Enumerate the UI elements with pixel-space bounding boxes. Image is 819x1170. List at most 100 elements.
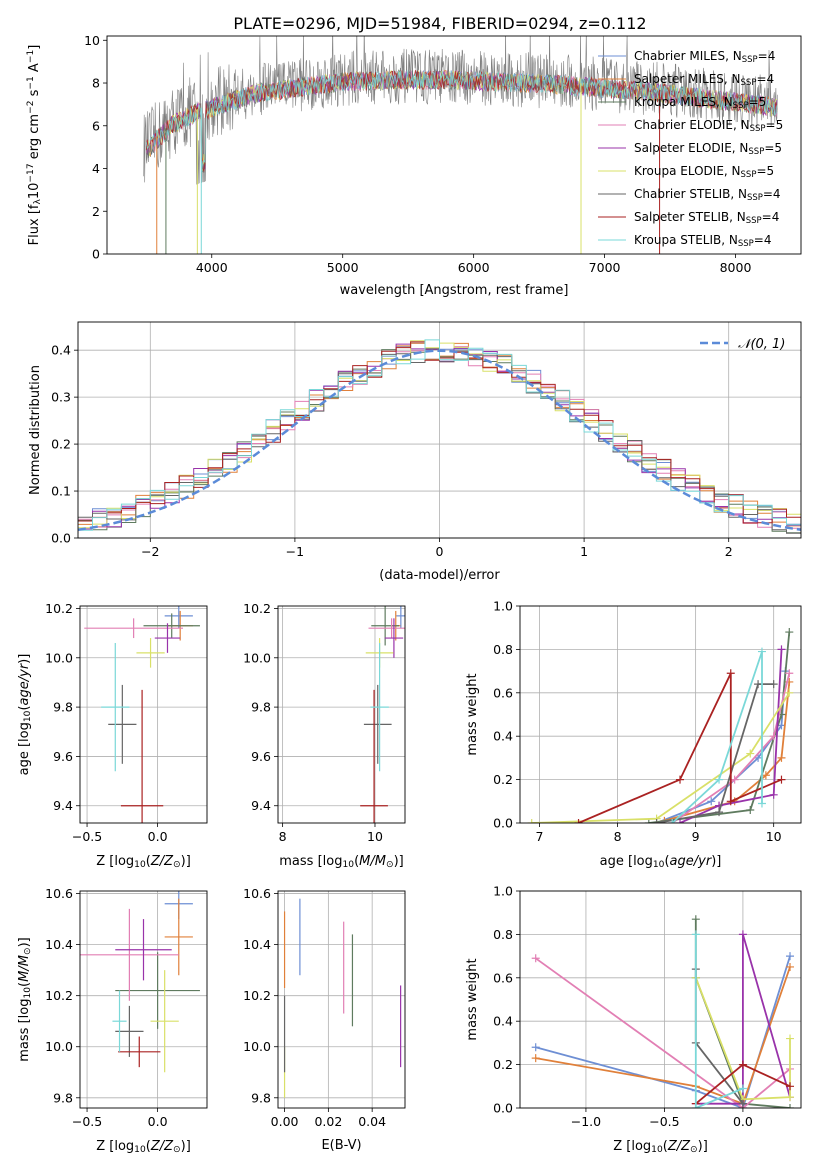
label-part: −2	[26, 101, 36, 114]
axes-frame	[79, 605, 208, 824]
x-tick-label: 0.0	[148, 1114, 168, 1129]
label-part: age/yr	[17, 662, 32, 705]
spectrum-model-line	[145, 69, 778, 171]
legend-sub: SSP	[748, 147, 764, 157]
y-tick-label: 9.8	[251, 1090, 271, 1105]
label-part: 10	[134, 860, 146, 870]
weight-marker	[786, 952, 795, 961]
label-part: ⊙	[173, 860, 181, 870]
y-tick-label: 10.0	[243, 650, 271, 665]
legend-model: Kroupa ELODIE,	[634, 164, 732, 178]
spectrum-model-line	[145, 69, 778, 173]
weight-marker	[668, 819, 677, 823]
weight-line	[671, 651, 763, 823]
x-tick-label: −2	[141, 544, 159, 559]
label-part: )]	[394, 854, 404, 869]
x-tick-label: 7	[536, 829, 544, 844]
histogram-group	[78, 339, 801, 534]
label-part: 10	[653, 860, 665, 870]
x-axis-label: wavelength [Angstrom, rest frame]	[340, 283, 569, 298]
legend-nssp: =4	[762, 210, 780, 224]
label-part: )]	[17, 654, 32, 664]
weight-marker	[676, 775, 685, 784]
y-tick-label: 0.4	[493, 729, 513, 744]
x-tick-label: 8	[279, 829, 287, 844]
legend-model: Kroupa MILES,	[634, 95, 724, 109]
weight-marker	[769, 790, 778, 799]
x-tick-label: 2	[725, 544, 733, 559]
label-part: (	[17, 705, 32, 710]
label-part: 10	[23, 987, 33, 999]
y-tick-label: 0.0	[51, 531, 71, 546]
weight-line	[531, 692, 791, 823]
weight-marker	[777, 775, 786, 784]
y-tick-label: 0	[92, 247, 100, 262]
y-axis-label: mass weight	[465, 958, 480, 1040]
legend-entry: Salpeter STELIB, NSSP=4	[634, 210, 779, 226]
x-axis-label: mass [log10(M/M⊙)]	[279, 854, 403, 870]
y-axis-label: mass weight	[465, 673, 480, 755]
weight-marker	[738, 1084, 747, 1093]
x-tick-label: −1	[286, 544, 304, 559]
legend-n: N	[737, 210, 746, 224]
label-part: 10	[651, 1145, 663, 1155]
y-tick-label: 1.0	[493, 599, 513, 614]
weight-marker	[769, 680, 778, 689]
weight-marker	[691, 930, 700, 939]
weight-marker	[786, 1034, 795, 1043]
y-tick-label: 0.0	[493, 816, 513, 831]
y-tick-label: 10.4	[45, 937, 73, 952]
label-part: M/M	[359, 854, 386, 869]
axes-frame	[277, 890, 406, 1109]
legend-sub: SSP	[741, 78, 757, 88]
y-tick-label: 4	[92, 161, 100, 176]
weight-marker	[786, 1082, 795, 1091]
legend-n: N	[733, 49, 742, 63]
legend-entry: Chabrier MILES, NSSP=4	[634, 49, 775, 65]
y-tick-label: 9.8	[53, 1090, 73, 1105]
weight-marker	[730, 775, 739, 784]
x-tick-label: 7000	[589, 260, 621, 275]
label-part: (	[664, 854, 669, 869]
x-tick-label: 9	[692, 829, 700, 844]
y-tick-label: 10.2	[45, 988, 73, 1003]
legend-model: Salpeter STELIB,	[634, 210, 737, 224]
label-part: (	[663, 1139, 668, 1154]
weight-marker	[531, 1054, 540, 1063]
label-part: 10	[342, 860, 354, 870]
label-part: (	[17, 982, 32, 987]
legend-entry: Kroupa STELIB, NSSP=4	[634, 233, 772, 249]
weight-marker	[757, 647, 766, 656]
y-tick-label: 10.6	[45, 886, 73, 901]
weight-marker	[786, 1093, 795, 1102]
weight-marker	[715, 775, 724, 784]
label-part: log	[323, 854, 343, 869]
label-part: log	[17, 999, 32, 1019]
label-part: Z/Z	[667, 1139, 691, 1154]
axes-frame	[519, 890, 802, 1109]
legend-model: Chabrier STELIB,	[634, 187, 738, 201]
label-part: λ	[33, 199, 43, 205]
label-part: 10	[27, 183, 42, 200]
weight-marker	[785, 669, 794, 678]
legend-entry: Chabrier ELODIE, NSSP=5	[634, 118, 783, 134]
y-tick-label: 8	[92, 76, 100, 91]
x-tick-label: −1.0	[571, 1114, 601, 1129]
weight-marker	[726, 797, 735, 806]
weight-marker	[531, 1043, 540, 1052]
y-tick-label: 0.2	[493, 772, 513, 787]
y-tick-label: 10.6	[243, 886, 271, 901]
y-tick-label: 9.6	[251, 749, 271, 764]
axes-frame	[519, 605, 802, 824]
label-part: ⊙	[23, 947, 33, 955]
label-part: )]	[181, 854, 191, 869]
legend-nssp: =5	[766, 118, 784, 132]
weight-marker	[707, 797, 716, 806]
y-axis-label: age [log10(age/yr)]	[17, 654, 33, 776]
y-tick-label: 10.0	[45, 650, 73, 665]
errorbar-group	[360, 606, 405, 823]
y-tick-label: 9.6	[53, 749, 73, 764]
label-part: log	[631, 1139, 651, 1154]
x-tick-label: 0	[436, 544, 444, 559]
